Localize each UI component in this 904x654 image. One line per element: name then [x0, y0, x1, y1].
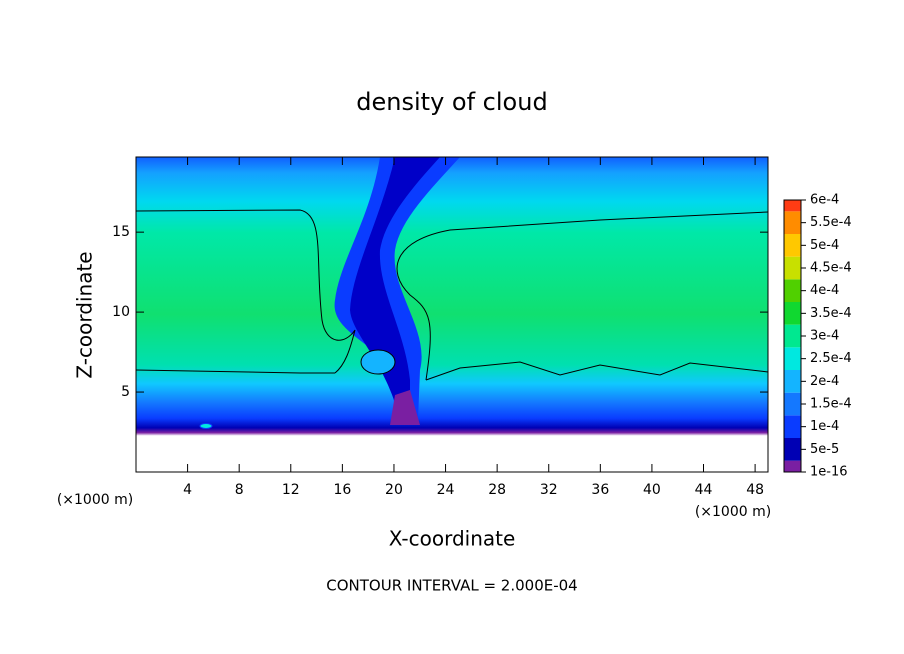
colorbar-band — [784, 302, 801, 325]
colorbar-label: 1e-16 — [810, 465, 848, 480]
x-axis-label: X-coordinate — [389, 527, 516, 551]
colorbar-label: 1.5e-4 — [810, 397, 852, 412]
colorbar-label: 5.5e-4 — [810, 215, 852, 230]
colorbar-label: 6e-4 — [810, 193, 839, 208]
y-axis-label: Z-coordinate — [73, 251, 97, 378]
colorbar-band — [784, 324, 801, 348]
y-tick-label: 5 — [121, 384, 130, 400]
colorbar-band — [784, 256, 801, 280]
colorbar-label: 2.5e-4 — [810, 351, 852, 366]
x-tick-label: 32 — [540, 482, 558, 498]
colorbar-band — [784, 234, 801, 257]
colorbar-label: 5e-4 — [810, 238, 839, 253]
colorbar-label: 3.5e-4 — [810, 306, 852, 321]
colorbar-label: 4.5e-4 — [810, 261, 852, 276]
x-tick-label: 4 — [183, 482, 192, 498]
x-tick-label: 8 — [235, 482, 244, 498]
x-tick-label: 28 — [488, 482, 506, 498]
field — [136, 157, 768, 472]
colorbar-band — [784, 460, 801, 472]
x-tick-label: 20 — [385, 482, 403, 498]
colorbar-band — [784, 415, 801, 438]
colorbar-band — [784, 200, 801, 212]
colorbar-label: 5e-5 — [810, 442, 839, 457]
x-tick-label: 12 — [282, 482, 300, 498]
colorbar-band — [784, 279, 801, 302]
contour-lines — [135, 209, 769, 381]
y-tick-label: 15 — [112, 224, 130, 240]
x-tick-label: 24 — [437, 482, 455, 498]
colorbar-band — [784, 211, 801, 234]
plot-frame — [135, 156, 769, 473]
chart-title: density of cloud — [356, 88, 547, 116]
x-unit: (×1000 m) — [695, 504, 771, 520]
x-tick-label: 16 — [333, 482, 351, 498]
colorbar-band — [784, 438, 801, 461]
colorbar-band — [784, 392, 801, 416]
colorbar-label: 2e-4 — [810, 374, 839, 389]
colorbar-label: 1e-4 — [810, 419, 839, 434]
x-tick-label: 48 — [746, 482, 764, 498]
colorbar-label: 3e-4 — [810, 329, 839, 344]
y-tick-label: 10 — [112, 304, 130, 320]
x-tick-label: 36 — [591, 482, 609, 498]
x-tick-label: 40 — [643, 482, 661, 498]
colorbar-band — [784, 370, 801, 393]
footnote: CONTOUR INTERVAL = 2.000E-04 — [326, 577, 577, 595]
x-tick-label: 44 — [695, 482, 713, 498]
y-unit: (×1000 m) — [57, 492, 133, 508]
colorbar-label: 4e-4 — [810, 283, 839, 298]
colorbar-band — [784, 347, 801, 370]
